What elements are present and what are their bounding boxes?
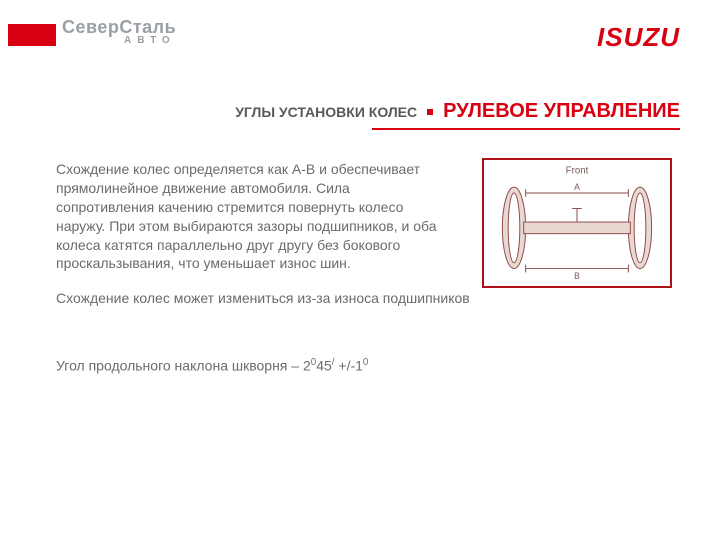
diagram-svg: Front A B <box>484 160 670 286</box>
p3-sup3: 0 <box>363 357 368 368</box>
p3-mid: 45 <box>316 358 332 374</box>
diagram-label-a: A <box>574 182 580 192</box>
p3-prefix: Угол продольного наклона шкворня – 2 <box>56 358 311 374</box>
header-row: УГЛЫ УСТАНОВКИ КОЛЕС РУЛЕВОЕ УПРАВЛЕНИЕ <box>0 100 680 123</box>
diagram-label-b: B <box>574 271 580 281</box>
slide-title: РУЛЕВОЕ УПРАВЛЕНИЕ <box>443 100 680 123</box>
toe-in-diagram: Front A B <box>482 158 672 288</box>
logo-left-line2: АВТО <box>62 36 176 46</box>
title-underline <box>372 128 680 130</box>
logo-severstal: СеверСталь АВТО <box>62 18 176 46</box>
bullet-square-icon <box>427 109 433 115</box>
paragraph-2: Схождение колес может измениться из-за и… <box>56 289 680 308</box>
paragraph-3: Угол продольного наклона шкворня – 2045/… <box>56 356 680 376</box>
logo-left-line1: СеверСталь <box>62 18 176 36</box>
p3-mid2: +/-1 <box>335 358 363 374</box>
diagram-front-label: Front <box>566 166 589 177</box>
logo-isuzu: ISUZU <box>597 22 680 53</box>
slide-subtitle: УГЛЫ УСТАНОВКИ КОЛЕС <box>235 104 417 120</box>
paragraph-1: Схождение колес определяется как A-B и о… <box>56 160 446 273</box>
accent-block <box>8 24 56 46</box>
